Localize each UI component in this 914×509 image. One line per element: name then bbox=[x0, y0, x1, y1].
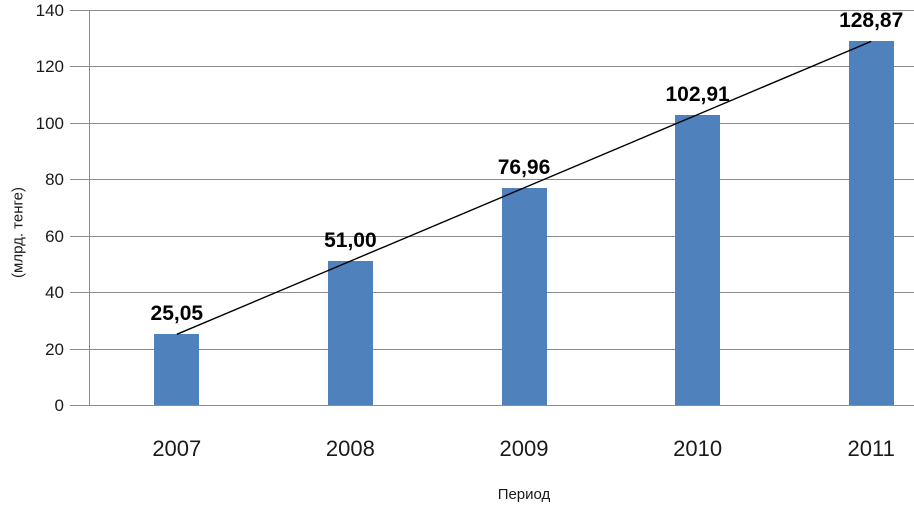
y-tick-label: 100 bbox=[35, 113, 64, 133]
y-tick-label: 40 bbox=[45, 283, 64, 303]
y-tick-label: 20 bbox=[45, 339, 64, 359]
x-tick-label: 2011 bbox=[847, 436, 895, 461]
y-tick-label: 140 bbox=[35, 1, 64, 20]
x-tick-label: 2007 bbox=[152, 436, 202, 461]
bar-value-label: 76,96 bbox=[497, 155, 551, 179]
y-tick-label: 0 bbox=[54, 396, 64, 415]
gridline bbox=[70, 405, 914, 406]
bar-value-label: 51,00 bbox=[324, 229, 377, 253]
y-tick-label: 60 bbox=[45, 226, 64, 246]
bar-value-label: 25,05 bbox=[150, 302, 204, 326]
bar bbox=[327, 261, 373, 405]
bar bbox=[501, 187, 547, 405]
bar bbox=[848, 41, 894, 405]
bar bbox=[154, 334, 200, 405]
bar bbox=[675, 114, 721, 405]
x-tick-label: 2009 bbox=[499, 436, 549, 461]
bar-value-label: 128,87 bbox=[839, 9, 904, 33]
x-tick-label: 2008 bbox=[325, 436, 375, 461]
y-tick-label: 80 bbox=[45, 170, 64, 190]
gridline bbox=[70, 235, 914, 237]
x-tick-label: 2010 bbox=[673, 436, 723, 461]
gridline bbox=[70, 292, 914, 294]
gridline bbox=[70, 66, 914, 68]
y-tick-label: 120 bbox=[35, 57, 64, 77]
x-axis-title: Период bbox=[497, 486, 551, 503]
gridline bbox=[70, 348, 914, 350]
gridline bbox=[70, 179, 914, 181]
bar-value-label: 102,91 bbox=[665, 82, 730, 106]
y-axis-line bbox=[89, 10, 90, 405]
gridline bbox=[70, 10, 914, 11]
gridline bbox=[70, 122, 914, 124]
